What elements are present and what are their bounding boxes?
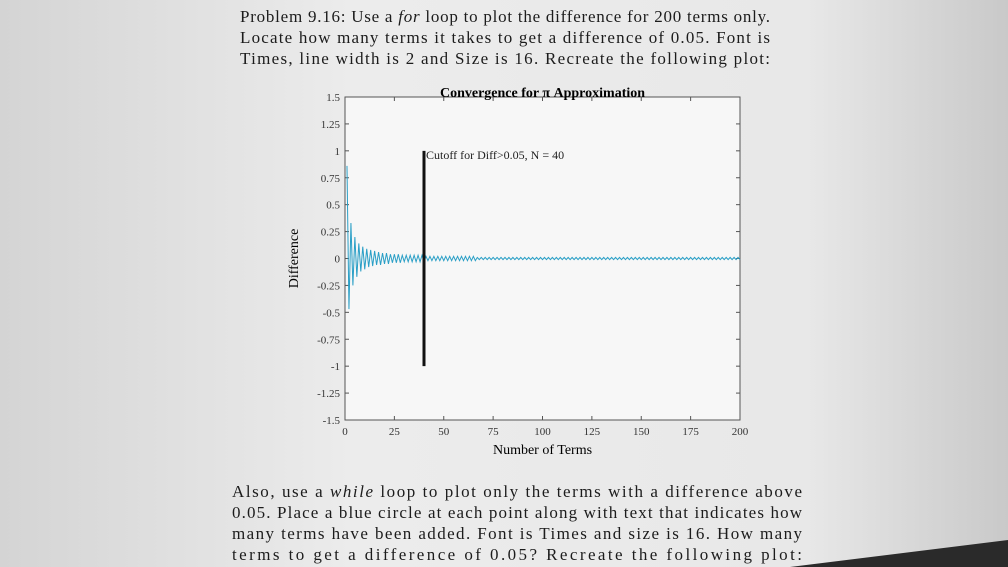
y-tick-label: 1.25 — [321, 119, 341, 131]
paragraph-line: many terms have been added. Font is Time… — [232, 524, 803, 543]
y-tick-label: 0 — [335, 254, 341, 266]
y-tick-label: -1.5 — [323, 415, 341, 427]
y-tick-label: 1.5 — [326, 92, 340, 104]
x-tick-label: 150 — [633, 426, 650, 438]
x-tick-label: 25 — [389, 426, 401, 438]
annotation-text: Cutoff for Diff>0.05, N = 40 — [426, 148, 564, 162]
x-tick-label: 200 — [732, 426, 749, 438]
paragraph-line: Problem 9.16: Use a for loop to plot the… — [240, 7, 770, 26]
text-run: loop to plot only the terms with a diffe… — [375, 482, 802, 501]
x-tick-label: 0 — [342, 426, 348, 438]
text-run: many terms have been added. Font is Time… — [232, 524, 803, 543]
paragraph-line: Times, line width is 2 and Size is 16. R… — [240, 49, 770, 68]
x-tick-label: 75 — [488, 426, 500, 438]
text-run: Also, use a — [232, 482, 328, 501]
y-tick-label: 0.75 — [321, 173, 341, 185]
y-tick-label: -0.25 — [317, 280, 340, 292]
data-line — [346, 165, 741, 310]
y-tick-label: -0.5 — [323, 307, 341, 319]
y-tick-label: 0.5 — [326, 200, 340, 212]
plot-area — [344, 96, 741, 421]
paragraph-line: 0.05. Place a blue circle at each point … — [232, 503, 803, 522]
x-axis-label: Number of Terms — [493, 443, 592, 458]
x-tick-label: 100 — [534, 426, 551, 438]
photo-edge — [790, 540, 1008, 567]
text-run: Problem 9.16: Use a — [240, 7, 397, 26]
y-tick-label: 1 — [335, 146, 341, 158]
y-axis-label: Difference — [287, 229, 302, 289]
chart-title: Convergence for π Approximation — [440, 86, 645, 101]
y-tick-label: 0.25 — [321, 227, 341, 239]
x-tick-label: 125 — [584, 426, 601, 438]
text-run: loop to plot the difference for 200 term… — [420, 7, 770, 26]
text-run: Locate how many terms it takes to get a … — [240, 28, 770, 47]
text-run: for — [398, 7, 420, 26]
paragraph-line: Also, use a while loop to plot only the … — [232, 482, 802, 501]
x-tick-label: 175 — [682, 426, 699, 438]
y-tick-label: -1.25 — [317, 388, 340, 400]
paragraph-line: Locate how many terms it takes to get a … — [240, 28, 770, 47]
text-run: 0.05. Place a blue circle at each point … — [232, 503, 803, 522]
y-tick-label: -0.75 — [317, 334, 340, 346]
y-tick-label: -1 — [331, 361, 340, 373]
text-run: Times, line width is 2 and Size is 16. R… — [240, 49, 770, 68]
x-tick-label: 50 — [438, 426, 450, 438]
